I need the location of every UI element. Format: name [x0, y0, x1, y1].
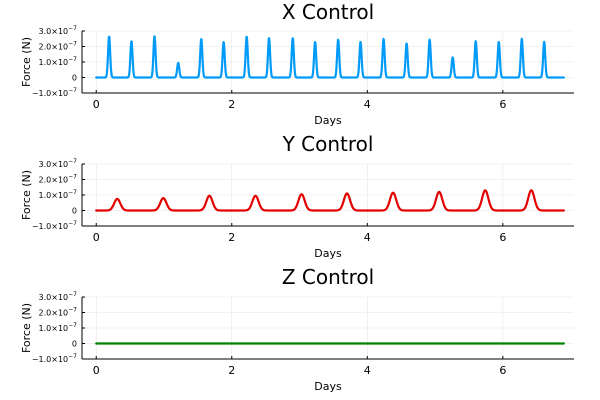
- y-axis-label: Force (N): [20, 303, 33, 353]
- chart-title: Y Control: [282, 132, 374, 156]
- x-tick-label: 2: [228, 231, 235, 244]
- y-tick-label: 3.0×10−7: [39, 158, 78, 169]
- y-tick-label: 3.0×10−7: [39, 25, 78, 36]
- x-tick-label: 0: [93, 231, 100, 244]
- x-tick-label: 0: [93, 364, 100, 377]
- subplot-1: 0 2 4 6 −1.0×10−7 0 1.0×10−7 2.0×10−7 3.0×10−7 X …: [20, 0, 574, 127]
- x-tick-label: 2: [228, 98, 235, 111]
- chart-title: Z Control: [282, 265, 374, 289]
- series-line: [95, 35, 565, 79]
- x-tick-label: 6: [499, 98, 506, 111]
- y-tick-label: 2.0×10−7: [39, 41, 78, 52]
- x-tick-label: 0: [93, 98, 100, 111]
- chart-title: X Control: [282, 0, 374, 24]
- x-tick-label: 6: [499, 231, 506, 244]
- y-axis-label: Force (N): [20, 170, 33, 220]
- x-tick-label: 2: [228, 364, 235, 377]
- subplots: 0 2 4 6 −1.0×10−7 0 1.0×10−7 2.0×10−7 3.0×10−7 X …: [20, 0, 574, 393]
- subplot-2: 0 2 4 6 −1.0×10−7 0 1.0×10−7 2.0×10−7 3.0×10−7 Y …: [20, 132, 574, 260]
- y-axis-label: Force (N): [20, 37, 33, 87]
- y-tick-label: 0: [72, 207, 77, 216]
- x-axis-label: Days: [314, 114, 342, 127]
- y-tick-label: 2.0×10−7: [39, 174, 78, 185]
- y-tick-label: 3.0×10−7: [39, 291, 78, 302]
- x-tick-label: 4: [364, 231, 371, 244]
- y-tick-label: −1.0×10−7: [32, 220, 77, 231]
- y-tick-label: 1.0×10−7: [39, 189, 78, 200]
- x-tick-label: 4: [364, 364, 371, 377]
- y-tick-label: 0: [72, 340, 77, 349]
- y-tick-label: −1.0×10−7: [32, 87, 77, 98]
- y-tick-label: 0: [72, 74, 77, 83]
- x-tick-label: 6: [499, 364, 506, 377]
- x-axis-label: Days: [314, 380, 342, 393]
- y-tick-label: 2.0×10−7: [39, 307, 78, 318]
- series-line: [95, 189, 565, 212]
- x-axis-label: Days: [314, 247, 342, 260]
- x-tick-label: 4: [364, 98, 371, 111]
- y-tick-label: 1.0×10−7: [39, 322, 78, 333]
- y-tick-label: −1.0×10−7: [32, 353, 77, 364]
- subplot-3: 0 2 4 6 −1.0×10−7 0 1.0×10−7 2.0×10−7 3.0×10−7 Z …: [20, 265, 574, 393]
- y-tick-label: 1.0×10−7: [39, 56, 78, 67]
